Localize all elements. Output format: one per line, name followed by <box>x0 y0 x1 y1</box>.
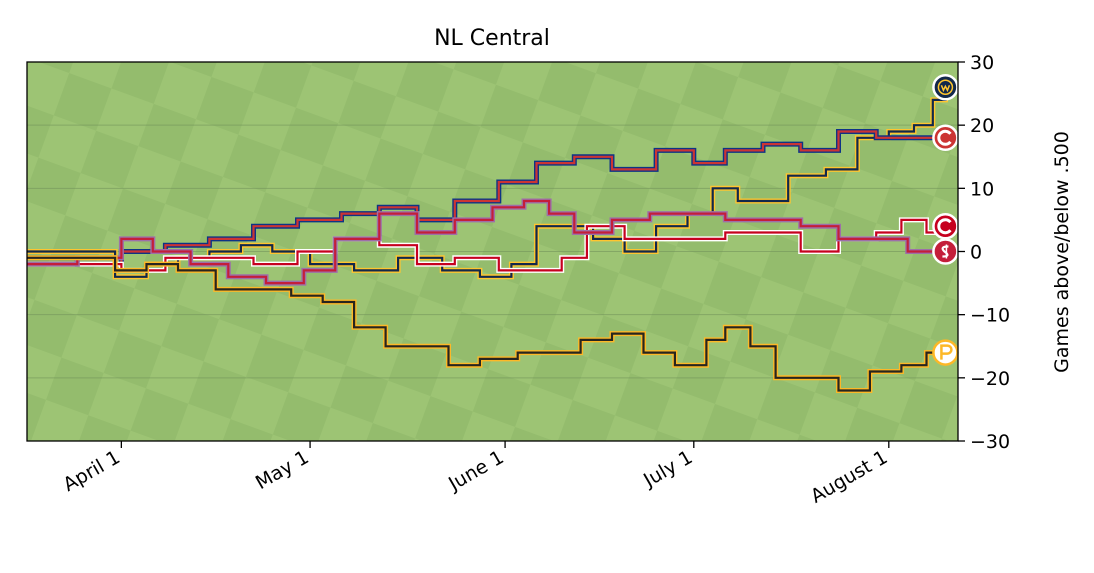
y-tick-label: −30 <box>970 431 1010 453</box>
x-tick-label: April 1 <box>60 446 124 496</box>
y-axis-label: Games above/below .500 <box>1051 131 1073 373</box>
series-line <box>27 256 946 392</box>
x-tick-label: June 1 <box>444 446 507 495</box>
y-tick-label: −10 <box>970 305 1010 327</box>
series-line <box>27 130 946 266</box>
series-line <box>27 199 946 285</box>
y-tick-label: 10 <box>970 178 994 200</box>
x-tick-label: July 1 <box>639 446 696 492</box>
y-tick-label: 30 <box>970 52 994 74</box>
x-axis: April 1 May 1 June 1 July 1 August 1 <box>60 441 891 508</box>
brewers-logo-icon <box>932 74 959 101</box>
chart-title: NL Central <box>434 26 550 51</box>
team-logos <box>932 74 959 366</box>
cubs-logo-icon <box>932 124 959 152</box>
cardinals-logo-icon <box>932 238 959 265</box>
series-lines <box>27 87 948 393</box>
y-tick-label: −20 <box>970 368 1010 390</box>
pirates-logo-icon <box>932 339 959 366</box>
y-tick-label: 20 <box>970 115 994 137</box>
reds-logo-icon <box>932 212 959 240</box>
series-line <box>27 87 947 278</box>
y-axis: 30 20 10 0 −10 −20 −30 <box>958 52 1010 453</box>
x-tick-label: August 1 <box>807 446 891 507</box>
y-tick-label: 0 <box>970 242 982 264</box>
x-tick-label: May 1 <box>252 446 313 494</box>
